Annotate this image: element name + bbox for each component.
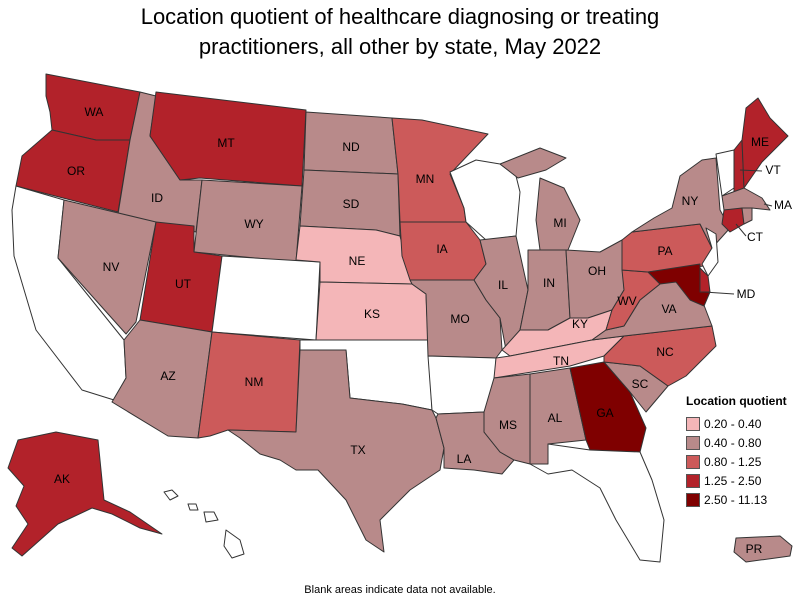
state-me[interactable] [741,97,789,189]
state-label-nc: NC [656,345,674,359]
state-label-nm: NM [245,375,264,389]
map-title-line-2: practitioners, all other by state, May 2… [198,34,602,59]
legend-item: 0.20 - 0.40 [686,416,798,432]
leader-line-vt [739,169,763,172]
state-label-sd: SD [343,197,360,211]
state-label-mi: MI [553,216,566,230]
state-label-ga: GA [596,406,613,420]
state-label-pr: PR [746,542,763,556]
state-label-nv: NV [103,260,120,274]
state-mt[interactable] [149,91,307,187]
state-label-ms: MS [499,418,517,432]
state-label-ny: NY [682,194,699,208]
state-label-ks: KS [364,307,380,321]
legend-title: Location quotient [686,394,787,408]
legend-swatch [686,455,700,469]
state-label-ia: IA [436,242,447,256]
state-label-al: AL [548,411,563,425]
legend-item: 0.80 - 1.25 [686,454,798,470]
legend-label: 1.25 - 2.50 [704,474,762,488]
legend-swatch [686,436,700,450]
state-label-me: ME [751,135,769,149]
state-label-va: VA [661,302,676,316]
legend: Location quotient 0.20 - 0.40 0.40 - 0.80… [686,394,798,511]
state-label-tn: TN [553,354,569,368]
state-label-az: AZ [160,369,175,383]
state-wi[interactable] [449,159,521,241]
state-label-mo: MO [450,312,469,326]
state-label-or: OR [67,164,85,178]
legend-label: 0.40 - 0.80 [704,436,762,450]
state-co[interactable] [211,255,321,341]
state-ny[interactable] [631,157,731,249]
state-label-ma: MA [774,198,792,212]
legend-label: 0.80 - 1.25 [704,455,762,469]
state-label-ct: CT [747,230,764,244]
legend-item: 1.25 - 2.50 [686,473,798,489]
state-hi[interactable] [163,489,245,559]
state-label-md: MD [737,287,756,301]
state-tx[interactable] [227,349,445,553]
state-label-sc: SC [632,377,649,391]
legend-label: 2.50 - 11.13 [704,493,768,507]
leader-line-ma [763,203,773,207]
map-title: Location quotient of healthcare diagnosi… [0,2,800,62]
state-label-ky: KY [572,317,588,331]
state-ri[interactable] [741,207,753,225]
legend-swatch [686,493,700,507]
state-label-mt: MT [217,136,235,150]
state-label-vt: VT [765,163,781,177]
leader-line-md [703,291,735,295]
leader-line-ct [735,223,747,237]
state-label-nd: ND [342,140,360,154]
state-il[interactable] [473,235,529,351]
state-md[interactable] [647,263,711,307]
legend-swatch [686,417,700,431]
state-nv[interactable] [57,199,157,335]
legend-item: 2.50 - 11.13 [686,492,798,508]
state-label-wv: WV [617,294,636,308]
map-title-line-1: Location quotient of healthcare diagnosi… [140,4,660,29]
state-label-ne: NE [349,254,366,268]
state-label-in: IN [543,276,555,290]
state-label-mn: MN [416,172,435,186]
state-label-pa: PA [657,244,672,258]
legend-item: 0.40 - 0.80 [686,435,798,451]
legend-swatch [686,474,700,488]
legend-label: 0.20 - 0.40 [704,417,762,431]
state-label-ut: UT [175,277,192,291]
state-label-la: LA [457,452,472,466]
state-ct[interactable] [721,207,745,233]
footnote: Blank areas indicate data not available. [304,584,496,596]
state-label-tx: TX [350,443,365,457]
state-label-wa: WA [85,105,104,119]
state-label-id: ID [151,191,163,205]
state-ak[interactable] [7,431,163,557]
state-label-ak: AK [54,472,70,486]
state-label-wy: WY [244,217,263,231]
state-pr[interactable] [733,535,793,563]
state-label-oh: OH [588,264,606,278]
state-label-il: IL [498,278,508,292]
state-fl[interactable] [529,443,665,563]
